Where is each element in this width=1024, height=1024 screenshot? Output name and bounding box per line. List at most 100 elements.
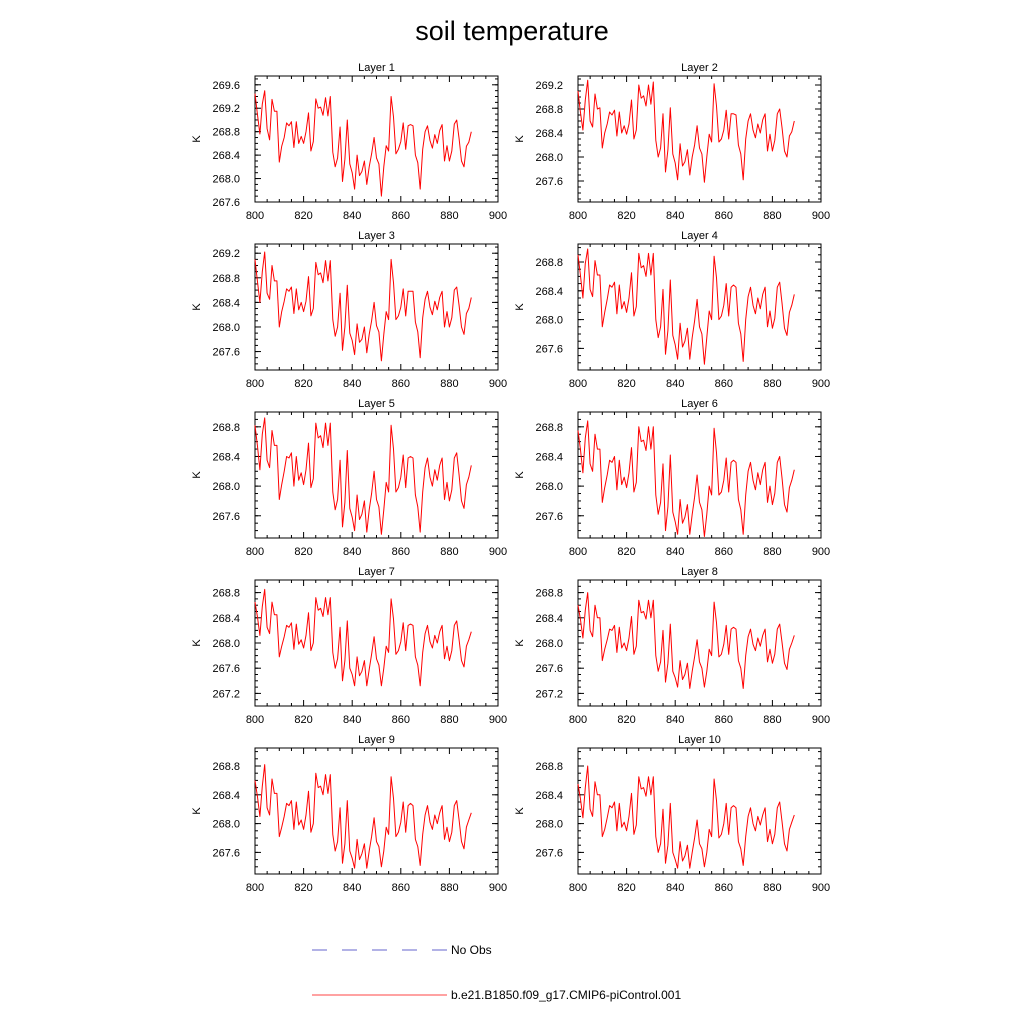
x-tick-label: 820 [294,546,312,558]
x-tick-label: 800 [569,378,587,390]
x-tick-label: 880 [440,882,458,894]
x-tick-label: 900 [489,210,507,222]
x-tick-label: 820 [294,210,312,222]
panel-title: Layer 4 [681,230,718,242]
x-tick-label: 840 [666,714,684,726]
x-tick-label: 820 [617,546,635,558]
x-tick-label: 800 [569,546,587,558]
y-tick-label: 268.4 [212,297,240,309]
plot-frame [577,243,822,371]
y-axis-label: K [191,807,203,815]
legend-no-obs-label: No Obs [451,943,492,957]
x-tick-label: 900 [812,714,830,726]
x-tick-label: 900 [489,882,507,894]
x-tick-label: 840 [666,546,684,558]
panel-layer-6: Layer 6 800 820 840 860 880 900 267.6 268.0 268.4… [514,398,830,558]
x-tick-label: 820 [294,714,312,726]
panel-title: Layer 5 [358,398,395,410]
y-tick-label: 268.0 [212,322,240,334]
y-tick-label: 268.4 [535,128,563,140]
y-tick-label: 268.8 [212,588,240,600]
series-line [254,251,472,362]
panel-layer-2: Layer 2 800 820 840 860 880 900 267.6 268.0 268.4… [514,62,830,222]
x-tick-label: 800 [246,882,264,894]
y-tick-label: 268.8 [212,761,240,773]
x-tick-label: 900 [812,882,830,894]
x-tick-label: 880 [440,714,458,726]
x-tick-label: 860 [392,378,410,390]
y-tick-label: 268.0 [535,819,563,831]
panel-layer-10: Layer 10 800 820 840 860 880 900 267.6 268.0 268.… [514,734,830,894]
y-tick-label: 268.0 [535,152,563,164]
panel-grid: Layer 1 800 820 840 860 880 900 267.6 268.0 268.4… [191,62,830,894]
x-tick-label: 860 [392,210,410,222]
panel-layer-9: Layer 9 800 820 840 860 880 900 267.6 268.0 268.4… [191,734,507,894]
x-tick-label: 860 [715,882,733,894]
x-tick-label: 800 [246,546,264,558]
panel-title: Layer 1 [358,62,395,74]
panel-title: Layer 3 [358,230,395,242]
x-tick-label: 900 [812,378,830,390]
y-axis-label: K [514,471,526,479]
panel-title: Layer 2 [681,62,718,74]
y-tick-label: 267.6 [535,663,563,675]
x-tick-label: 820 [294,882,312,894]
x-tick-label: 880 [763,714,781,726]
y-tick-label: 268.0 [212,819,240,831]
y-tick-label: 267.6 [212,197,240,209]
x-tick-label: 800 [569,714,587,726]
figure-title: soil temperature [415,16,609,46]
y-tick-label: 267.6 [535,176,563,188]
panel-layer-8: Layer 8 800 820 840 860 880 900 267.2 267.6 268.0… [514,566,830,726]
y-tick-label: 268.8 [535,422,563,434]
series-line [577,420,795,537]
plot-frame [254,747,499,875]
x-tick-label: 900 [812,210,830,222]
legend: No Obs b.e21.B1850.f09_g17.CMIP6-piContr… [312,943,681,1002]
x-tick-label: 860 [392,882,410,894]
y-tick-label: 269.2 [535,80,563,92]
x-tick-label: 840 [343,378,361,390]
y-tick-label: 268.4 [212,613,240,625]
y-tick-label: 267.6 [212,847,240,859]
x-tick-label: 800 [569,882,587,894]
y-tick-label: 268.8 [535,761,563,773]
y-tick-label: 269.2 [212,103,240,115]
y-tick-label: 268.0 [535,481,563,493]
x-tick-label: 860 [715,210,733,222]
plot-frame [254,243,499,371]
series-line [254,588,472,687]
plot-frame [577,747,822,875]
y-axis-label: K [514,303,526,311]
y-tick-label: 269.6 [212,80,240,92]
series-line [577,79,795,183]
x-tick-label: 900 [489,714,507,726]
x-tick-label: 840 [343,210,361,222]
plot-frame [577,75,822,203]
plot-frame [577,411,822,539]
y-tick-label: 267.6 [535,511,563,523]
x-tick-label: 820 [617,210,635,222]
y-tick-label: 268.4 [535,790,563,802]
y-tick-label: 267.6 [212,347,240,359]
plot-frame [577,579,822,707]
y-tick-label: 268.8 [535,588,563,600]
x-tick-label: 820 [617,882,635,894]
x-tick-label: 900 [489,546,507,558]
y-axis-label: K [191,639,203,647]
panel-layer-1: Layer 1 800 820 840 860 880 900 267.6 268.0 268.4… [191,62,507,222]
panel-layer-5: Layer 5 800 820 840 860 880 900 267.6 268.0 268.4… [191,398,507,558]
series-line [254,417,472,535]
y-tick-label: 267.6 [535,847,563,859]
y-tick-label: 267.2 [212,688,240,700]
series-line [254,90,472,197]
x-tick-label: 840 [666,882,684,894]
y-axis-label: K [191,135,203,143]
x-tick-label: 900 [812,546,830,558]
plot-frame [254,579,499,707]
x-tick-label: 840 [343,882,361,894]
plot-frame [254,411,499,539]
y-tick-label: 268.4 [212,150,240,162]
y-tick-label: 268.0 [535,315,563,327]
